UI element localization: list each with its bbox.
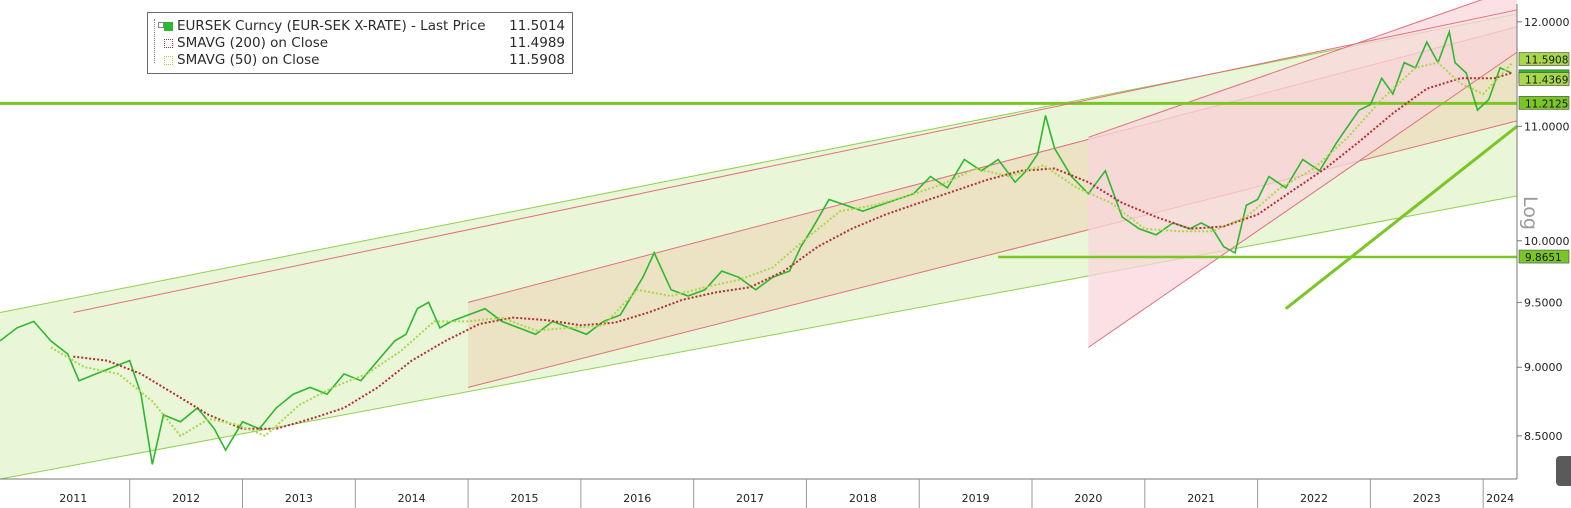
value-tag-9.8651 [1518,249,1570,264]
x-tick-label-2017: 2017 [736,492,764,505]
legend-swatch-price [164,22,173,31]
value-tag-text-11.5908: 11.5908 [1525,55,1568,67]
y-tick-label-10: 10.0000 [1524,235,1570,248]
trend-lines [73,9,1518,313]
legend-swatch-sma50 [164,56,173,65]
x-tick-label-2014: 2014 [398,492,426,505]
pink-channel-fill [1088,0,1517,348]
legend-swatch-sma200 [164,39,173,48]
value-tag-11.4369 [1518,72,1570,86]
x-tick-label-2021: 2021 [1187,492,1215,505]
y-tick-label-9: 9.0000 [1524,361,1563,374]
legend-entry-price[interactable]: EURSEK Curncy (EUR-SEK X-RATE) - Last Pr… [148,18,572,35]
legend-label-sma200: SMAVG (200) on Close [177,35,329,51]
pink-channel-upper-line [1088,0,1483,138]
y-tick-label-11: 11.0000 [1524,120,1570,133]
x-tick-label-2020: 2020 [1074,492,1102,505]
series-line-1 [73,72,1512,430]
x-tick-label-2011: 2011 [59,492,87,505]
trend-channels [0,0,1518,480]
x-tick-label-2019: 2019 [962,492,990,505]
value-tag-text-11.2125: 11.2125 [1525,98,1568,110]
x-tick-label-2012: 2012 [172,492,200,505]
legend-value-sma50: 11.5908 [509,52,565,68]
legend-label-price: EURSEK Curncy (EUR-SEK X-RATE) - Last Pr… [177,18,486,34]
value-tag-text-9.8651: 9.8651 [1525,252,1562,264]
legend-entry-sma200[interactable]: SMAVG (200) on Close 11.4989 [148,35,572,52]
legend-tree-connector [154,19,164,63]
x-tick-label-2023: 2023 [1413,492,1441,505]
legend: EURSEK Curncy (EUR-SEK X-RATE) - Last Pr… [147,12,573,74]
x-tick-label-2024: 2024 [1486,492,1514,505]
y-tick-label-9.5: 9.5000 [1524,296,1563,309]
y-tick-label-12: 12.0000 [1524,16,1570,29]
trend-line-0 [73,9,1518,313]
green-channel-upper-line [0,13,1518,313]
y-tick-label-8.5: 8.5000 [1524,430,1563,443]
horizontal-levels [0,101,1517,259]
trend-line-1 [1284,125,1518,310]
legend-value-sma200: 11.4989 [509,35,565,51]
x-tick-label-2018: 2018 [849,492,877,505]
legend-label-sma50: SMAVG (50) on Close [177,52,320,68]
x-tick-label-2022: 2022 [1300,492,1328,505]
x-tick-label-2016: 2016 [623,492,651,505]
series-line-2 [50,61,1513,438]
x-tick-label-2013: 2013 [285,492,313,505]
legend-value-price: 11.5014 [509,18,565,34]
legend-entry-sma50[interactable]: SMAVG (50) on Close 11.5908 [148,52,572,69]
legend-collapse-icon[interactable] [158,22,164,28]
series-line-0 [0,28,1512,465]
value-tag-text-11.4369: 11.4369 [1525,75,1568,87]
value-tag-11.2125 [1518,96,1570,110]
x-tick-label-2015: 2015 [510,492,538,505]
pink-channel-lower-line [1088,51,1518,348]
value-tag-11.5908 [1518,52,1570,66]
price-series [0,28,1513,465]
axes: 2011 2012 2013 2014 2015 2016 2017 2018 2019 2020… [0,4,1570,508]
chart-menu-icon[interactable] [1556,456,1571,486]
log-scale-label: Log [1519,196,1541,230]
